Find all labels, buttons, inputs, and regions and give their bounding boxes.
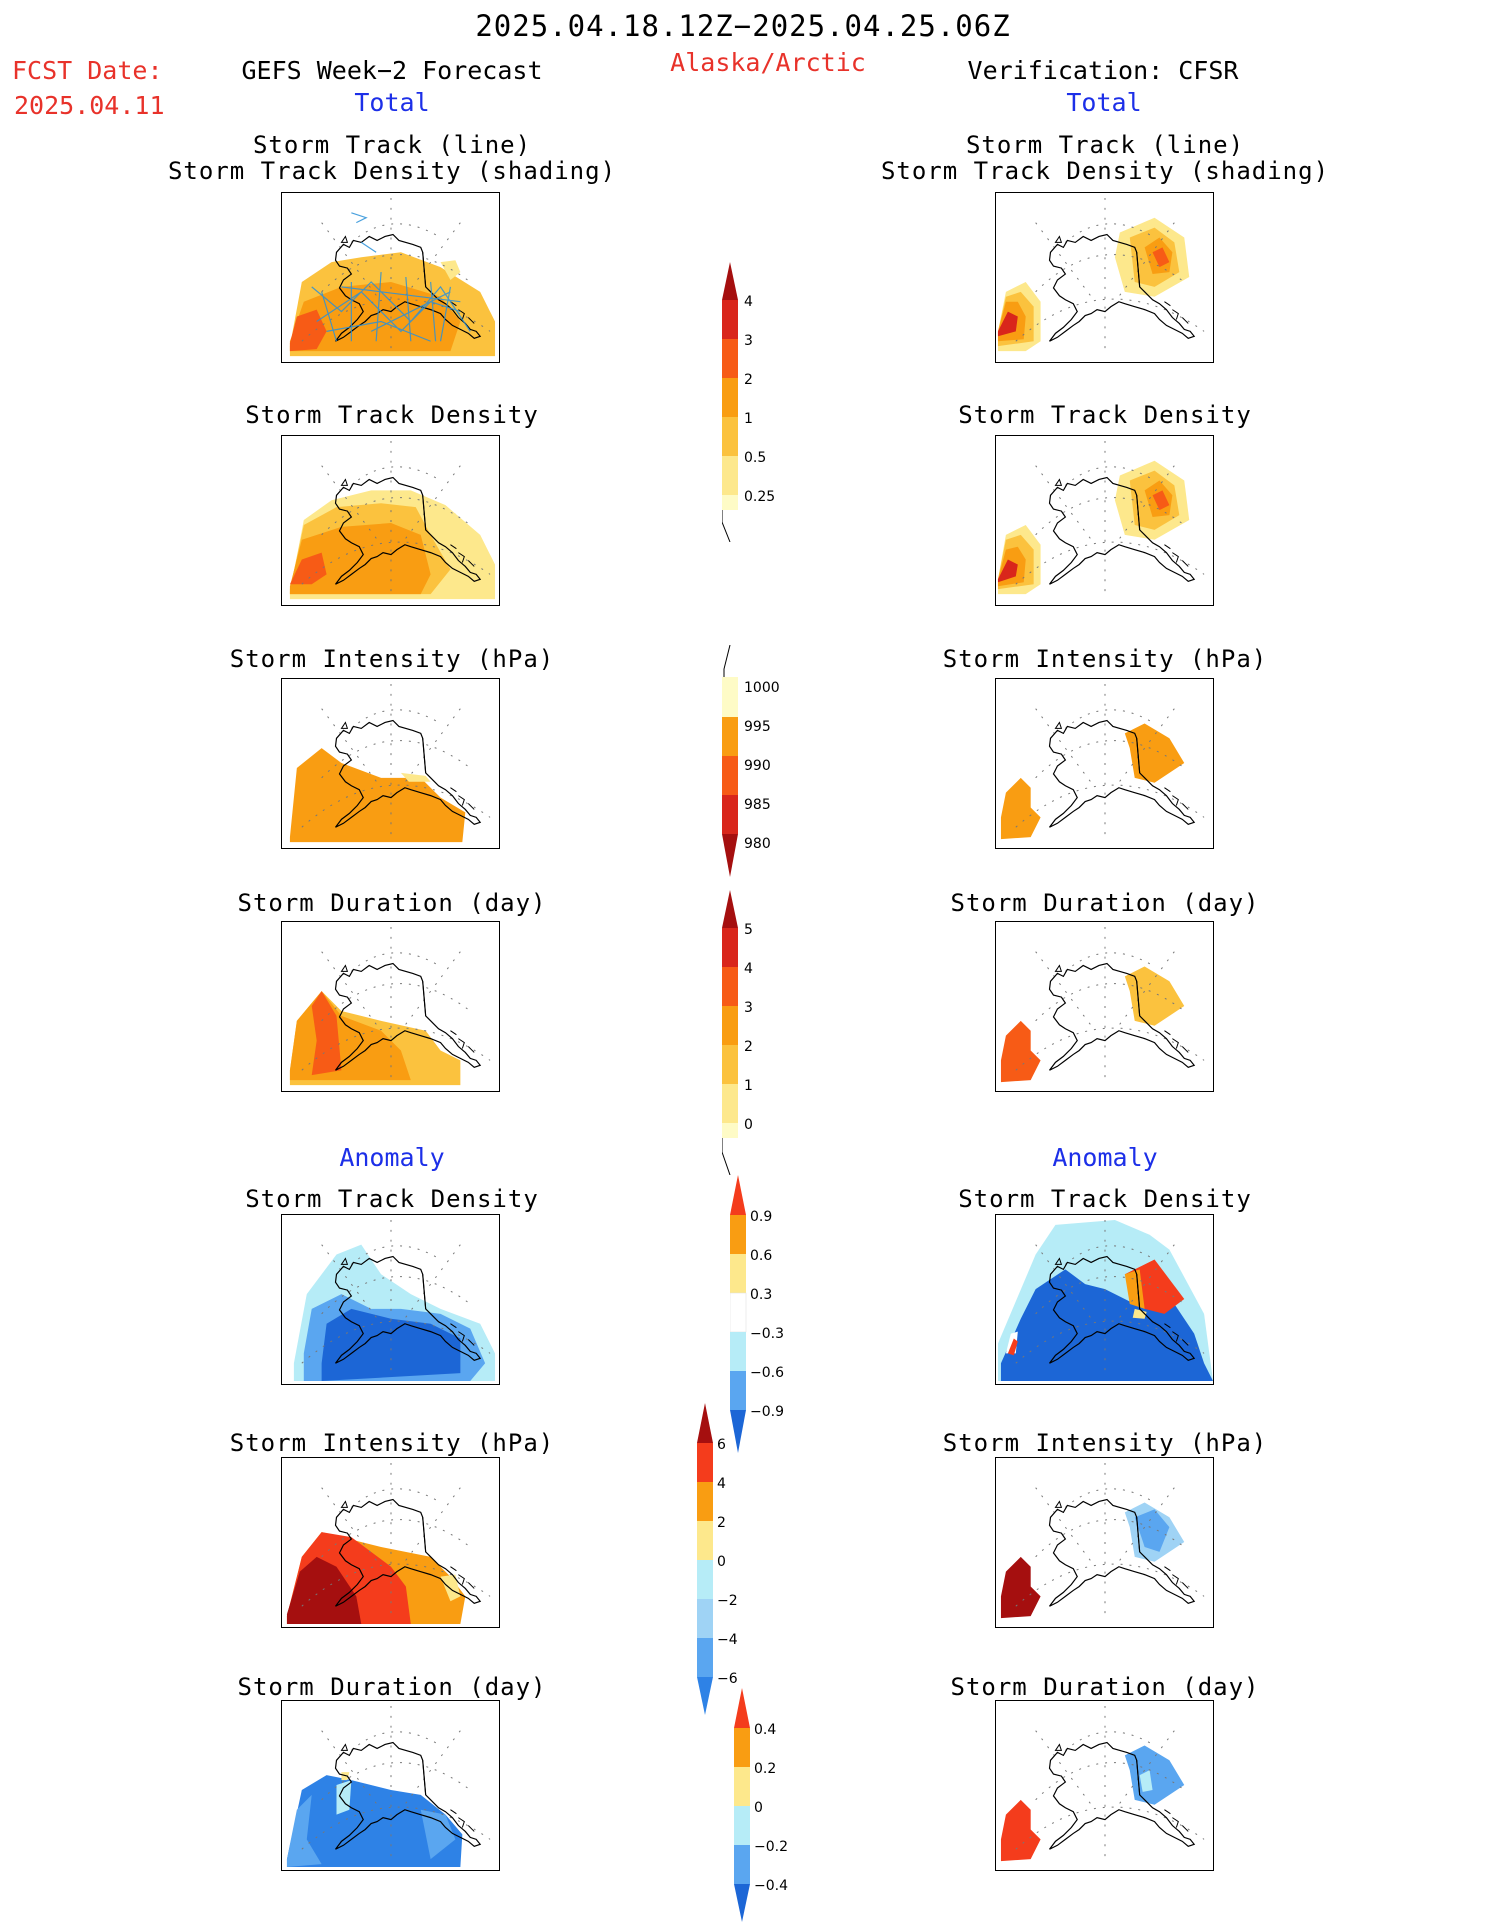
left-track-map xyxy=(281,192,500,363)
anom-intensity-tick-2: 2 xyxy=(717,1515,726,1531)
intensity-tick-980: 980 xyxy=(744,836,771,852)
colorbar-density: 4 3 2 1 0.5 0.25 xyxy=(722,262,802,542)
left-density-title: Storm Track Density xyxy=(245,401,539,429)
density-tick-025: 0.25 xyxy=(744,489,776,505)
left-duration-title: Storm Duration (day) xyxy=(237,889,547,917)
density-tick-3: 3 xyxy=(744,333,753,349)
anom-duration-tick-m02: −0.2 xyxy=(754,1839,788,1855)
left-anom-density-title: Storm Track Density xyxy=(245,1185,539,1213)
anom-density-tick-m06: −0.6 xyxy=(750,1365,784,1381)
anom-intensity-tick-0: 0 xyxy=(717,1554,726,1570)
duration-tick-1: 1 xyxy=(744,1078,753,1094)
left-anom-duration-title: Storm Duration (day) xyxy=(237,1673,547,1701)
anom-intensity-tick-4: 4 xyxy=(717,1476,726,1492)
left-column-title: GEFS Week−2 Forecast xyxy=(241,56,543,85)
fcst-date-label: FCST Date: xyxy=(12,56,163,85)
anom-density-tick-03: 0.3 xyxy=(750,1287,773,1303)
left-intensity-title: Storm Intensity (hPa) xyxy=(229,645,555,673)
anom-intensity-tick-m4: −4 xyxy=(717,1632,738,1648)
anom-duration-tick-02: 0.2 xyxy=(754,1761,777,1777)
density-tick-05: 0.5 xyxy=(744,450,767,466)
left-duration-map xyxy=(281,921,500,1092)
right-anomaly-label: Anomaly xyxy=(1052,1143,1158,1172)
left-total-label: Total xyxy=(354,88,430,117)
region-label: Alaska/Arctic xyxy=(670,48,866,77)
right-anom-duration-map xyxy=(995,1700,1214,1871)
right-anom-density-title: Storm Track Density xyxy=(958,1185,1252,1213)
duration-tick-3: 3 xyxy=(744,1000,753,1016)
right-density-map xyxy=(995,435,1214,606)
right-density-title: Storm Track Density xyxy=(958,401,1252,429)
anom-intensity-tick-6: 6 xyxy=(717,1437,726,1453)
anom-intensity-tick-m6: −6 xyxy=(717,1671,738,1687)
intensity-tick-1000: 1000 xyxy=(744,680,780,696)
right-intensity-title: Storm Intensity (hPa) xyxy=(942,645,1268,673)
right-column-title: Verification: CFSR xyxy=(967,56,1239,85)
anom-density-tick-m09: −0.9 xyxy=(750,1404,784,1420)
left-track-shading-title: Storm Track Density (shading) xyxy=(167,157,617,185)
right-intensity-map xyxy=(995,678,1214,849)
right-track-line-title: Storm Track (line) xyxy=(965,131,1245,159)
right-total-label: Total xyxy=(1066,88,1142,117)
right-anom-density-map xyxy=(995,1214,1214,1385)
right-duration-map xyxy=(995,921,1214,1092)
anom-density-tick-m03: −0.3 xyxy=(750,1326,784,1342)
anom-density-tick-09: 0.9 xyxy=(750,1209,773,1225)
anom-duration-tick-04: 0.4 xyxy=(754,1722,777,1738)
left-anom-intensity-map xyxy=(281,1457,500,1628)
anom-duration-tick-m04: −0.4 xyxy=(754,1878,788,1894)
left-track-line-title: Storm Track (line) xyxy=(252,131,532,159)
density-tick-4: 4 xyxy=(744,294,753,310)
fcst-date-value: 2025.04.11 xyxy=(14,91,165,120)
duration-tick-4: 4 xyxy=(744,961,753,977)
intensity-tick-985: 985 xyxy=(744,797,771,813)
anom-density-tick-06: 0.6 xyxy=(750,1248,773,1264)
right-anom-duration-title: Storm Duration (day) xyxy=(950,1673,1260,1701)
duration-tick-0: 0 xyxy=(744,1117,753,1133)
density-tick-1: 1 xyxy=(744,411,753,427)
right-anom-intensity-map xyxy=(995,1457,1214,1628)
colorbar-anom-density: 0.9 0.6 0.3 −0.3 −0.6 −0.9 xyxy=(730,1175,810,1455)
duration-tick-5: 5 xyxy=(744,922,753,938)
density-tick-2: 2 xyxy=(744,372,753,388)
colorbar-duration: 5 4 3 2 1 0 xyxy=(722,890,802,1175)
right-anom-intensity-title: Storm Intensity (hPa) xyxy=(942,1429,1268,1457)
left-intensity-map xyxy=(281,678,500,849)
right-duration-title: Storm Duration (day) xyxy=(950,889,1260,917)
colorbar-anom-duration: 0.4 0.2 0 −0.2 −0.4 xyxy=(734,1688,814,1923)
left-anomaly-label: Anomaly xyxy=(339,1143,445,1172)
right-track-shading-title: Storm Track Density (shading) xyxy=(880,157,1330,185)
colorbar-anom-intensity: 6 4 2 0 −2 −4 −6 xyxy=(697,1403,777,1718)
colorbar-intensity: 1000 995 990 985 980 xyxy=(722,645,802,885)
anom-duration-tick-0: 0 xyxy=(754,1800,763,1816)
period-title: 2025.04.18.12Z−2025.04.25.06Z xyxy=(475,9,1011,43)
duration-tick-2: 2 xyxy=(744,1039,753,1055)
intensity-tick-995: 995 xyxy=(744,719,771,735)
left-anom-density-map xyxy=(281,1214,500,1385)
left-density-map xyxy=(281,435,500,606)
left-anom-intensity-title: Storm Intensity (hPa) xyxy=(229,1429,555,1457)
right-track-map xyxy=(995,192,1214,363)
intensity-tick-990: 990 xyxy=(744,758,771,774)
anom-intensity-tick-m2: −2 xyxy=(717,1593,738,1609)
left-anom-duration-map xyxy=(281,1700,500,1871)
